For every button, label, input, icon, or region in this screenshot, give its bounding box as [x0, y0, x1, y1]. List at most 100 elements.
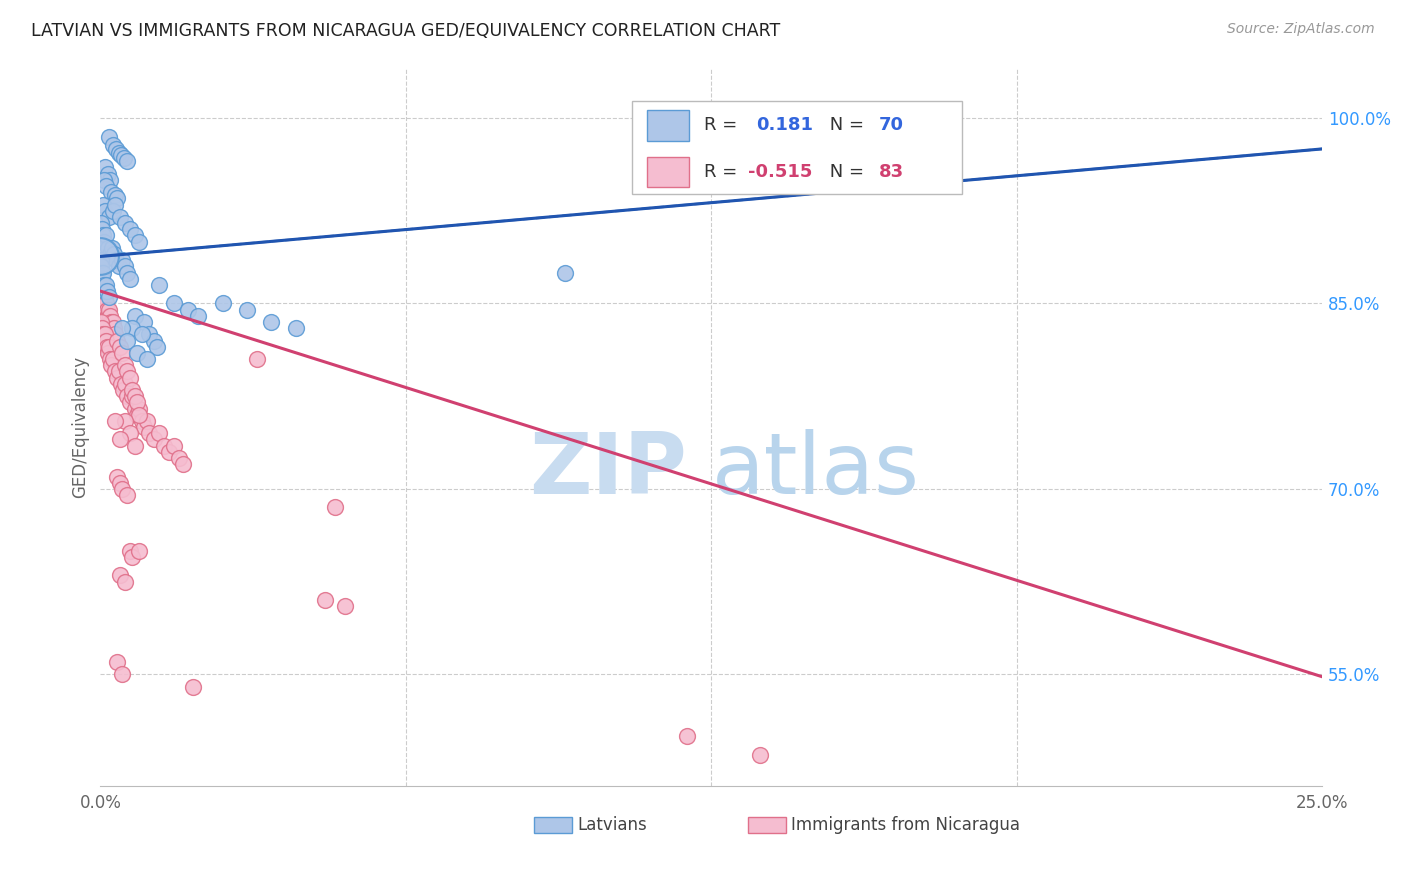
Point: [124, 228, 146, 243]
Point: [105, 370, 128, 384]
Point: [676, 729, 699, 743]
Point: [115, 389, 138, 403]
Text: 70: 70: [879, 117, 904, 135]
Point: [115, 334, 138, 348]
Point: [125, 346, 148, 360]
Point: [107, 655, 129, 669]
Point: [98, 129, 121, 144]
Point: [98, 302, 121, 317]
Point: [100, 358, 122, 372]
Bar: [534, 817, 572, 833]
Point: [90, 321, 112, 335]
Point: [121, 549, 143, 564]
Point: [157, 445, 180, 459]
Point: [96, 284, 118, 298]
Point: [97, 340, 120, 354]
Point: [148, 277, 170, 292]
Point: [93, 334, 115, 348]
Point: [163, 296, 186, 310]
Point: [111, 667, 134, 681]
Point: [114, 574, 136, 589]
Point: [138, 327, 160, 342]
Point: [118, 395, 141, 409]
Text: 83: 83: [879, 163, 904, 181]
Point: [107, 191, 129, 205]
Point: [114, 216, 136, 230]
Text: R =: R =: [704, 163, 742, 181]
Point: [108, 568, 131, 582]
Point: [108, 145, 131, 160]
Point: [101, 321, 124, 335]
Point: [98, 210, 121, 224]
Point: [90, 260, 112, 274]
Point: [93, 173, 115, 187]
Point: [97, 241, 120, 255]
Point: [118, 222, 141, 236]
Point: [125, 395, 148, 409]
Point: [101, 315, 124, 329]
Point: [108, 433, 131, 447]
Text: R =: R =: [704, 117, 749, 135]
Point: [111, 482, 134, 496]
Point: [114, 358, 136, 372]
Point: [143, 433, 166, 447]
Point: [91, 266, 114, 280]
Point: [749, 747, 772, 762]
Point: [135, 352, 157, 367]
Point: [153, 439, 176, 453]
Point: [90, 266, 112, 280]
Point: [128, 543, 150, 558]
Point: [96, 277, 118, 292]
Point: [94, 161, 117, 175]
Point: [108, 364, 131, 378]
Point: [107, 334, 129, 348]
Point: [118, 271, 141, 285]
Point: [91, 222, 114, 236]
Point: [333, 599, 356, 614]
Point: [93, 277, 115, 292]
Point: [91, 327, 114, 342]
Point: [121, 321, 143, 335]
Point: [101, 241, 124, 255]
Bar: [647, 111, 689, 141]
Point: [124, 439, 146, 453]
Point: [108, 475, 131, 490]
Text: N =: N =: [824, 117, 869, 135]
Point: [101, 138, 124, 153]
Point: [115, 488, 138, 502]
Point: [104, 187, 127, 202]
Point: [134, 420, 156, 434]
Point: [124, 389, 146, 403]
Point: [115, 266, 138, 280]
Point: [246, 352, 269, 367]
Point: [128, 408, 150, 422]
Point: [94, 284, 117, 298]
Text: Immigrants from Nicaragua: Immigrants from Nicaragua: [790, 816, 1019, 834]
Point: [110, 376, 132, 391]
Point: [94, 327, 117, 342]
Bar: [647, 157, 689, 187]
Point: [128, 401, 150, 416]
Point: [114, 376, 136, 391]
Point: [163, 439, 186, 453]
Text: 0.181: 0.181: [756, 117, 814, 135]
Point: [111, 346, 134, 360]
Point: [103, 321, 125, 335]
Text: N =: N =: [824, 163, 869, 181]
Point: [91, 228, 114, 243]
Point: [91, 197, 114, 211]
Point: [90, 277, 112, 292]
Point: [284, 321, 307, 335]
Point: [90, 253, 112, 268]
Point: [211, 296, 233, 310]
Point: [96, 302, 118, 317]
Point: [121, 383, 143, 397]
Point: [94, 334, 117, 348]
Point: [314, 593, 336, 607]
Bar: [748, 817, 786, 833]
Point: [111, 383, 134, 397]
Point: [131, 327, 153, 342]
Point: [89, 250, 111, 264]
Point: [94, 290, 117, 304]
Point: [177, 302, 200, 317]
